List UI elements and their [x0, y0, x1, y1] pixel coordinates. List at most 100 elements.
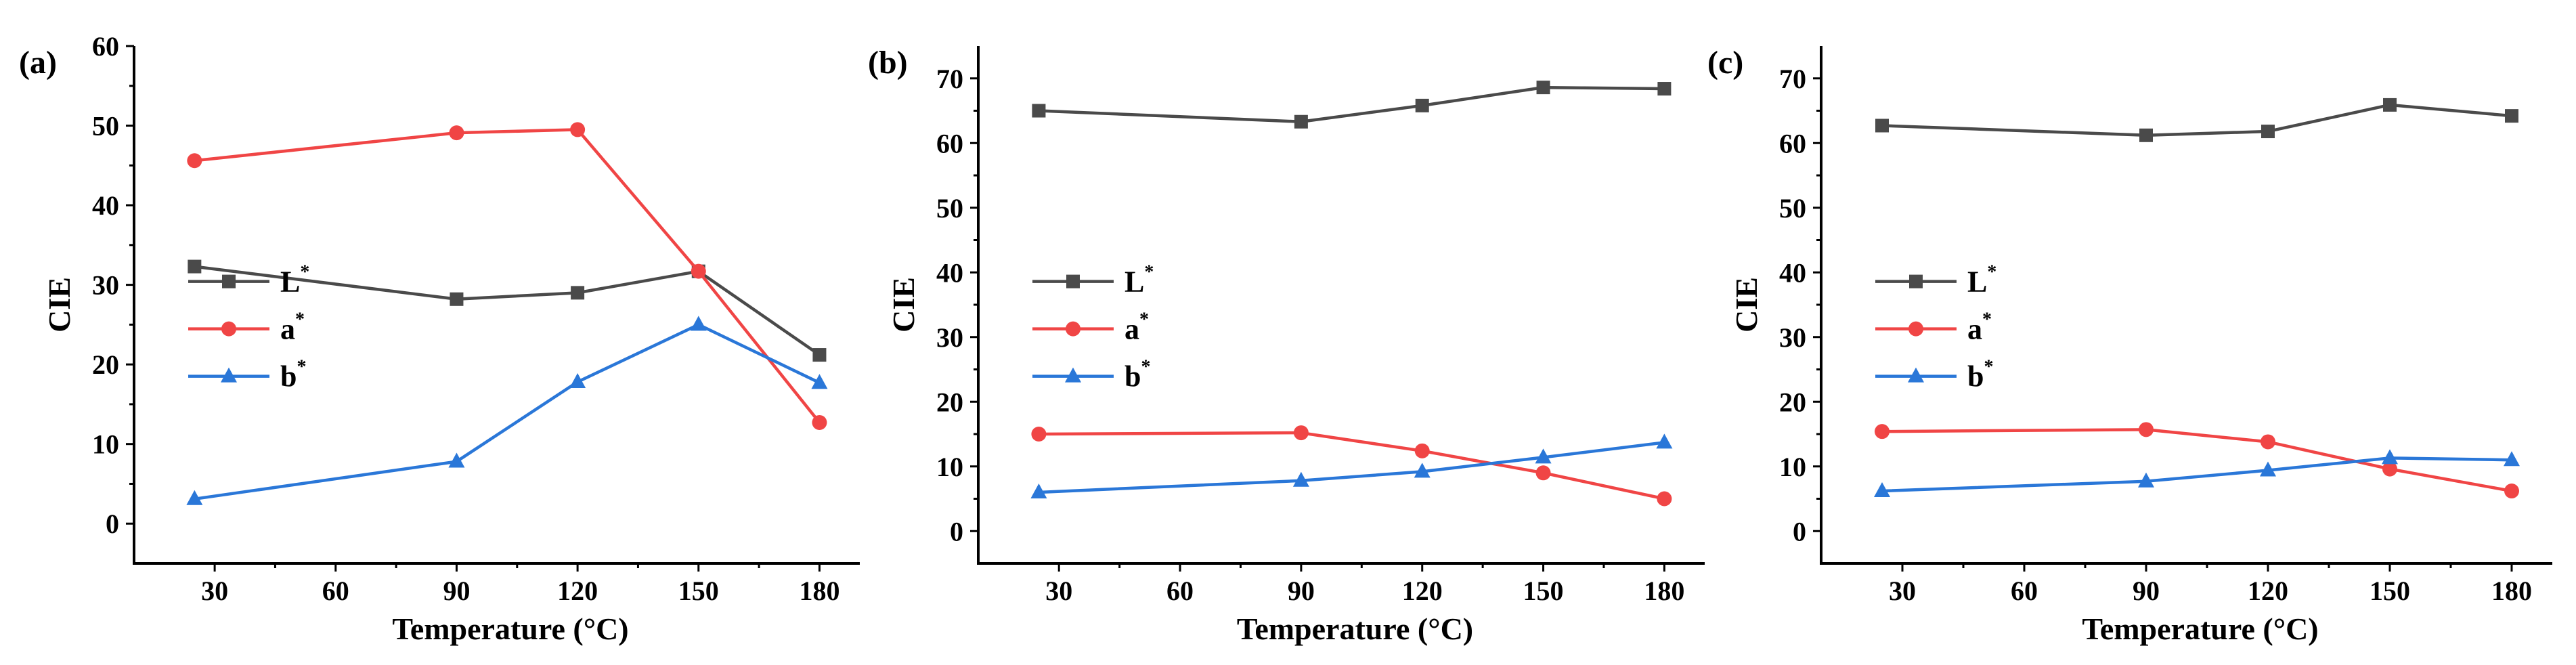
legend-label: L* [280, 262, 309, 299]
x-tick-label: 60 [322, 576, 349, 606]
series-b-star [186, 316, 828, 505]
x-tick-label: 30 [1889, 576, 1916, 606]
legend-label: a* [1967, 309, 1992, 346]
y-tick-label: 70 [936, 64, 963, 94]
panel-label: (a) [19, 45, 57, 81]
y-tick-label: 20 [936, 387, 963, 417]
y-tick-label: 30 [1779, 322, 1806, 353]
legend-superscript: * [1144, 262, 1154, 283]
legend-label: b* [280, 357, 306, 393]
data-point [1535, 465, 1551, 481]
data-point [1414, 463, 1431, 478]
x-tick-label: 180 [1644, 576, 1684, 606]
legend-label: a* [280, 309, 305, 346]
y-tick-label: 10 [936, 452, 963, 482]
legend-marker [222, 274, 236, 288]
data-point [449, 125, 464, 141]
x-tick-label: 90 [2133, 576, 2160, 606]
x-tick-label: 120 [2248, 576, 2288, 606]
data-point [2382, 449, 2398, 465]
y-tick-label: 60 [92, 31, 119, 62]
y-tick-label: 0 [950, 516, 963, 546]
y-tick-label: 40 [1779, 257, 1806, 288]
data-point [570, 122, 586, 137]
legend-superscript: * [1982, 309, 1992, 330]
data-point [2504, 484, 2519, 499]
data-point [1294, 114, 1308, 129]
x-tick-label: 30 [1045, 576, 1072, 606]
data-point [2261, 125, 2275, 139]
legend-marker [1066, 274, 1080, 288]
x-tick-label: 60 [2011, 576, 2038, 606]
legend-marker [1066, 321, 1080, 337]
series-b-star [1874, 449, 2520, 498]
x-tick-label: 60 [1166, 576, 1194, 606]
y-tick-label: 40 [92, 190, 119, 221]
series-line [1881, 428, 2512, 493]
y-tick-label: 0 [1793, 516, 1806, 546]
y-tick-label: 50 [92, 111, 119, 142]
legend-marker [1908, 367, 1924, 383]
y-axis-title: CIE [886, 277, 921, 332]
legend: L* a* b* [1032, 262, 1154, 393]
legend-marker [221, 321, 236, 337]
series-a-star [187, 122, 827, 430]
legend-superscript: * [1984, 357, 1993, 378]
y-tick-label: 50 [936, 193, 963, 223]
y-tick-label: 40 [936, 257, 963, 288]
x-tick-label: 180 [2491, 576, 2532, 606]
series-l-star [1032, 81, 1672, 129]
panel-label: (b) [868, 45, 908, 81]
series-line [194, 322, 821, 501]
data-point [1414, 443, 1430, 458]
panel-label: (c) [1707, 45, 1743, 81]
y-tick-label: 60 [1779, 128, 1806, 158]
data-point [1031, 427, 1047, 442]
data-point [690, 316, 707, 331]
legend-marker [1909, 274, 1923, 288]
x-tick-label: 120 [1402, 576, 1443, 606]
data-point [1292, 471, 1309, 487]
data-point [1535, 448, 1552, 464]
chart-panel-2: 0 10 20 30 40 50 60 70 30 60 90 120 150 180 Temperatur… [868, 45, 1705, 646]
data-point [812, 414, 827, 430]
data-point [450, 292, 464, 306]
data-point [811, 374, 828, 389]
data-point [2260, 461, 2276, 477]
data-point [571, 286, 585, 300]
legend-marker [1065, 367, 1081, 383]
axis-lines [133, 46, 860, 565]
data-point [1030, 483, 1047, 498]
x-axis-title: Temperature (°C) [1237, 612, 1473, 646]
legend-superscript: * [1987, 262, 1996, 283]
legend-label: a* [1125, 309, 1149, 346]
legend-label: b* [1125, 357, 1150, 393]
data-point [2504, 451, 2520, 467]
y-tick-label: 20 [92, 349, 119, 380]
series-line [1881, 103, 2512, 137]
series-line [1039, 441, 1665, 494]
x-tick-label: 30 [201, 576, 228, 606]
series-line [1039, 85, 1665, 123]
x-tick-label: 120 [557, 576, 598, 606]
data-point [1536, 81, 1550, 95]
data-point [188, 259, 202, 274]
data-point [2261, 434, 2275, 450]
x-tick-label: 90 [1288, 576, 1315, 606]
y-tick-label: 30 [936, 322, 963, 353]
data-point [186, 490, 203, 505]
x-axis-title: Temperature (°C) [392, 612, 628, 646]
data-point [2505, 109, 2518, 123]
chart-panel-3: 0 10 20 30 40 50 60 70 30 60 90 120 150 180 Temperatur… [1707, 45, 2552, 646]
data-point [2138, 472, 2154, 488]
y-tick-label: 60 [936, 128, 963, 158]
legend: L* a* b* [188, 262, 309, 393]
chart-panel-1: 0 10 20 30 40 50 60 30 60 90 120 150 180 Temperature … [19, 31, 860, 646]
y-tick-label: 70 [1779, 64, 1806, 94]
y-axis-title: CIE [1729, 277, 1764, 332]
x-tick-label: 150 [2370, 576, 2410, 606]
data-point [2139, 422, 2154, 437]
series-a-star [1031, 425, 1672, 507]
legend-label: L* [1967, 262, 1996, 299]
